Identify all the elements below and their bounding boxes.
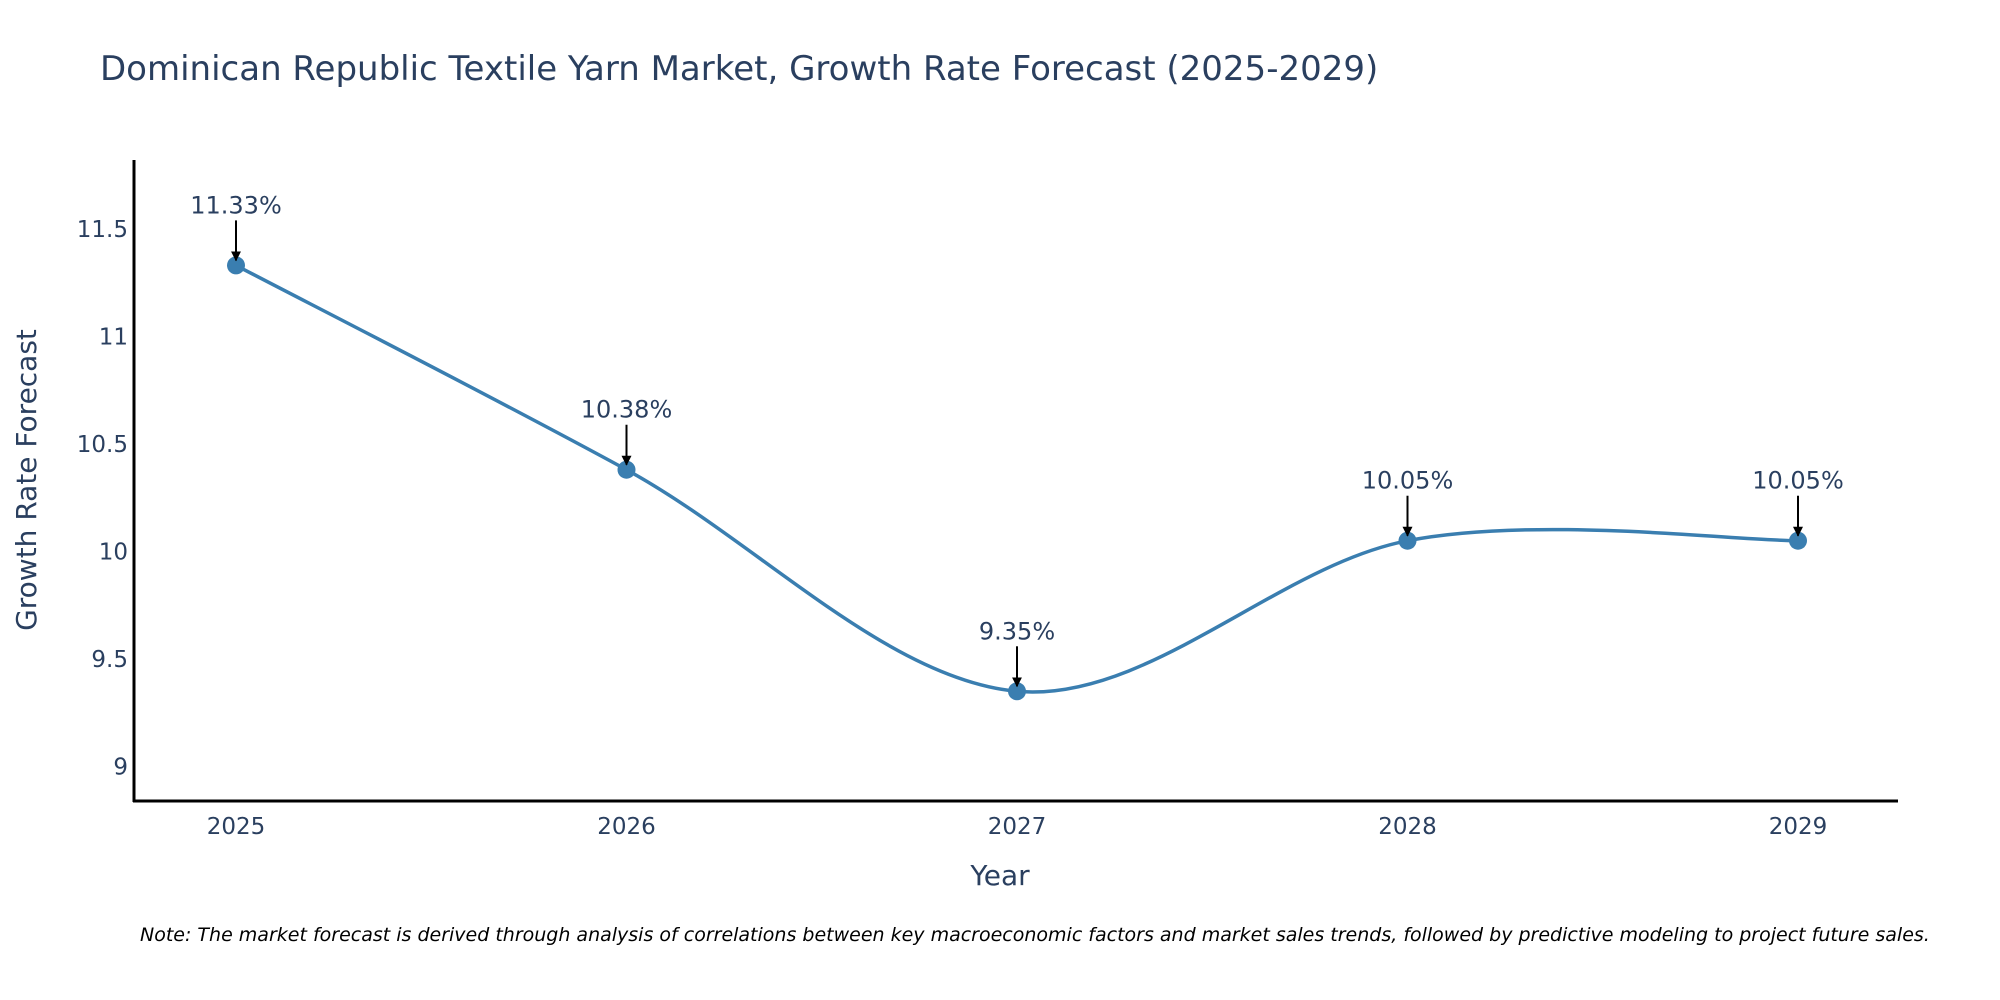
data-label: 10.38% <box>581 396 673 424</box>
data-label: 10.05% <box>1362 467 1454 495</box>
x-tick-label: 2026 <box>597 814 656 840</box>
x-axis-title: Year <box>969 859 1030 892</box>
chart-title: Dominican Republic Textile Yarn Market, … <box>100 49 1378 89</box>
x-tick-label: 2025 <box>207 814 266 840</box>
data-label: 10.05% <box>1752 467 1844 495</box>
y-tick-label: 11.5 <box>77 217 128 243</box>
footnote: Note: The market forecast is derived thr… <box>140 924 1930 946</box>
x-tick-label: 2029 <box>1769 814 1828 840</box>
x-tick-label: 2028 <box>1378 814 1437 840</box>
data-label: 11.33% <box>190 191 282 219</box>
plot-area: 9 9.5 10 10.5 11 11.5 2025 2026 2027 2028 2029 11.3… <box>77 160 1898 840</box>
y-axis-title: Growth Rate Forecast <box>10 329 43 631</box>
y-tick-label: 11 <box>99 324 128 350</box>
data-label: 9.35% <box>979 617 1055 645</box>
y-tick-label: 9 <box>113 755 128 781</box>
x-tick-label: 2027 <box>988 814 1047 840</box>
y-tick-label: 9.5 <box>91 647 128 673</box>
y-tick-label: 10 <box>99 539 128 565</box>
y-tick-label: 10.5 <box>77 432 128 458</box>
